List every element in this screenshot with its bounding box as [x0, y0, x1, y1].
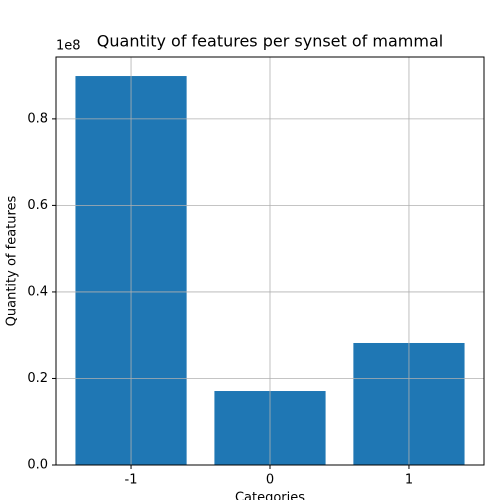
y-offset-label: 1e8	[56, 39, 81, 54]
y-tick-label: 0.6	[27, 198, 48, 213]
x-axis-label: Categories	[235, 491, 305, 500]
x-tick-label: 0	[266, 473, 274, 488]
x-tick-label: 1	[405, 473, 413, 488]
y-tick-label: 0.0	[27, 458, 48, 473]
y-axis-label: Quantity of features	[5, 195, 20, 326]
y-tick-label: 0.4	[27, 284, 48, 299]
y-tick-label: 0.8	[27, 111, 48, 126]
axes-frame	[55, 56, 485, 466]
x-tick-label: -1	[125, 473, 138, 488]
chart-title: Quantity of features per synset of mamma…	[97, 32, 443, 51]
y-tick-label: 0.2	[27, 371, 48, 386]
